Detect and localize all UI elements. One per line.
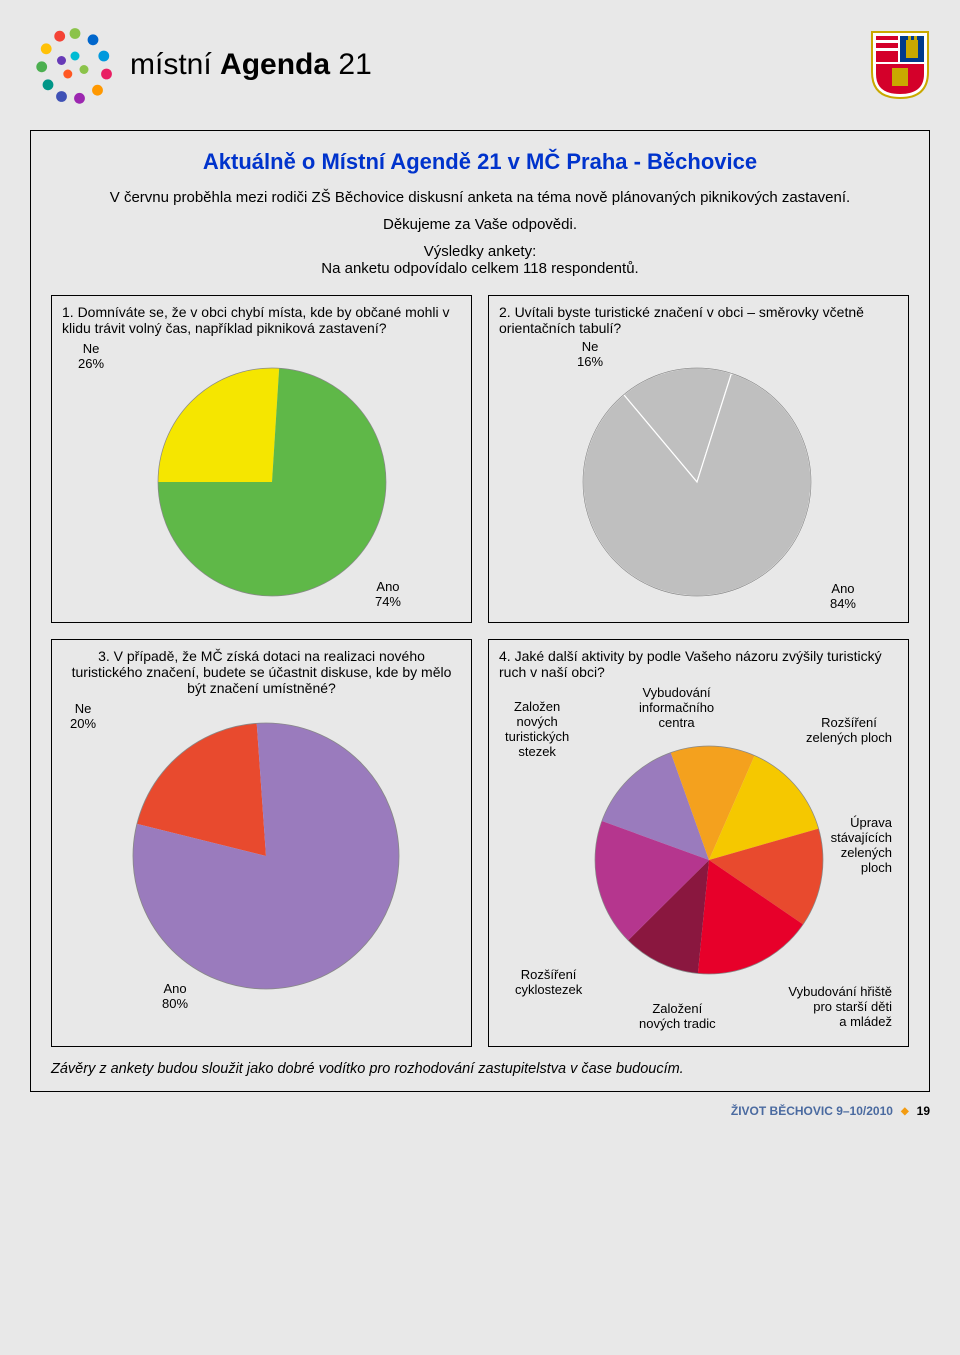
q3-text: 3. V případě, že MČ získá dotaci na real…	[62, 648, 461, 696]
q4-label-7: Rozšířenícyklostezek	[515, 968, 582, 998]
page-header: místní Agenda 21	[30, 20, 930, 110]
q2-pie-chart	[577, 362, 817, 602]
question-2-box: 2. Uvítali byste turistické značení v ob…	[488, 295, 909, 623]
q4-label-4: Úpravastávajícíchzelenýchploch	[831, 816, 892, 876]
q4-label-3: Rozšířenízelených ploch	[806, 716, 892, 746]
q1-text: 1. Domníváte se, že v obci chybí místa, …	[62, 304, 461, 336]
logo-text: místní Agenda 21	[130, 48, 372, 82]
question-4-box: 4. Jaké další aktivity by podle Vašeho n…	[488, 639, 909, 1047]
q2-label-ano: Ano84%	[830, 582, 856, 612]
footer-diamond-icon: ◆	[901, 1106, 909, 1117]
q1-label-ne: Ne26%	[78, 342, 104, 372]
question-3-box: 3. V případě, že MČ získá dotaci na real…	[51, 639, 472, 1047]
city-crest-icon	[870, 30, 930, 100]
sub-line-2: Na anketu odpovídalo celkem 118 responde…	[51, 260, 909, 277]
q1-chart-wrap: Ne26% Ano74%	[62, 342, 461, 612]
logo-left: místní Agenda 21	[30, 20, 372, 110]
q1-label-ano: Ano74%	[375, 580, 401, 610]
q4-pie-chart	[589, 740, 829, 980]
q2-chart-wrap: Ne16% Ano84%	[499, 342, 898, 612]
main-content-box: Aktuálně o Místní Agendě 21 v MČ Praha -…	[30, 130, 930, 1092]
magazine-title: ŽIVOT BĚCHOVIC 9–10/2010	[731, 1104, 893, 1118]
subheading: Výsledky ankety: Na anketu odpovídalo ce…	[51, 243, 909, 277]
logo-text-3: 21	[338, 48, 371, 81]
q3-label-ne: Ne20%	[70, 702, 96, 732]
question-1-box: 1. Domníváte se, že v obci chybí místa, …	[51, 295, 472, 623]
page-number: 19	[917, 1104, 930, 1118]
q3-label-ano: Ano80%	[162, 982, 188, 1012]
agenda21-logo-icon	[30, 20, 120, 110]
q4-text: 4. Jaké další aktivity by podle Vašeho n…	[499, 648, 898, 680]
q1-pie-chart	[152, 362, 392, 602]
article-title: Aktuálně o Místní Agendě 21 v MČ Praha -…	[51, 149, 909, 175]
q3-chart-wrap: Ne20% Ano80%	[62, 702, 461, 1012]
logo-text-1: místní	[130, 48, 212, 81]
sub-line-1: Výsledky ankety:	[51, 243, 909, 260]
q4-label-6: Založenínových tradic	[639, 1002, 716, 1032]
q4-label-2: Vybudováníinformačníhocentra	[639, 686, 714, 731]
q2-text: 2. Uvítali byste turistické značení v ob…	[499, 304, 898, 336]
charts-grid: 1. Domníváte se, že v obci chybí místa, …	[51, 295, 909, 1047]
page-footer: ŽIVOT BĚCHOVIC 9–10/2010 ◆ 19	[30, 1104, 930, 1118]
q4-label-5: Vybudování hřištěpro starší dětia mládež	[788, 985, 892, 1030]
q4-chart-wrap: Založennovýchturistickýchstezek Vybudová…	[499, 686, 898, 1036]
intro-text-1: V červnu proběhla mezi rodiči ZŠ Běchovi…	[51, 189, 909, 206]
logo-text-2: Agenda	[220, 48, 330, 81]
q2-label-ne: Ne16%	[577, 340, 603, 370]
q3-pie-chart	[126, 716, 406, 996]
intro-text-2: Děkujeme za Vaše odpovědi.	[51, 216, 909, 233]
closing-text: Závěry z ankety budou sloužit jako dobré…	[51, 1061, 909, 1077]
q4-label-1: Založennovýchturistickýchstezek	[505, 700, 569, 760]
